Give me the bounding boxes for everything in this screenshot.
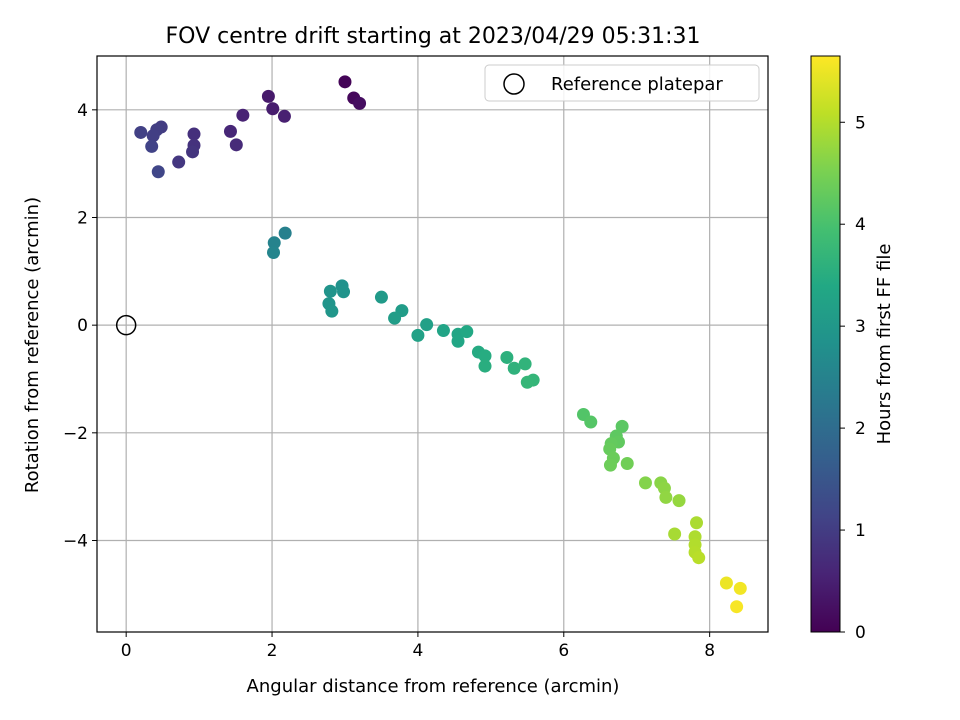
data-point [337, 285, 351, 299]
legend-marker [503, 73, 525, 95]
data-point [277, 109, 291, 123]
data-point [520, 375, 534, 389]
y-tick-label: −2 [63, 424, 88, 444]
y-tick-label: 2 [77, 208, 88, 228]
legend-label: Reference platepar [551, 74, 723, 95]
axes: 0 2 4 6 8 −4 −2 0 2 4 [63, 55, 769, 661]
x-tick-label: 4 [412, 641, 423, 661]
data-point [420, 318, 434, 332]
plot-frame [96, 55, 769, 633]
colorbar-tick-label: 0 [855, 623, 866, 643]
x-tick-label: 6 [558, 641, 569, 661]
data-point [353, 96, 367, 110]
data-point [187, 127, 201, 141]
data-point [659, 490, 673, 504]
data-point [460, 325, 474, 339]
chart-title: FOV centre drift starting at 2023/04/29 … [166, 24, 701, 49]
data-point [436, 324, 450, 338]
data-point [518, 357, 532, 371]
data-point [388, 311, 402, 325]
data-point [411, 328, 425, 342]
colorbar-tick-label: 2 [855, 419, 866, 439]
colorbar-tick-label: 1 [855, 521, 866, 541]
data-point [478, 359, 492, 373]
data-point [672, 494, 686, 508]
legend-box [484, 64, 760, 102]
data-point [172, 155, 186, 169]
colorbar-tick-label: 4 [855, 215, 866, 235]
reference-point [115, 314, 137, 336]
data-point [638, 476, 652, 490]
data-point [507, 361, 521, 375]
data-point [186, 145, 200, 159]
y-tick-label: −4 [63, 531, 88, 551]
x-tick-label: 0 [121, 641, 132, 661]
data-point [134, 125, 148, 139]
data-point [323, 284, 337, 298]
data-points [115, 75, 747, 614]
data-point [229, 138, 243, 152]
data-point [267, 236, 281, 250]
data-point [223, 124, 237, 138]
data-point [451, 334, 465, 348]
x-tick-label: 8 [704, 641, 715, 661]
data-point [338, 75, 352, 89]
data-point [668, 527, 682, 541]
data-point [620, 457, 634, 471]
data-point [478, 349, 492, 363]
data-point [325, 304, 339, 318]
colorbar-gradient [810, 55, 841, 633]
data-point [584, 415, 598, 429]
data-point [692, 551, 706, 565]
data-point [278, 226, 292, 240]
legend: Reference platepar [484, 64, 760, 102]
grid [97, 56, 768, 632]
data-point [733, 581, 747, 595]
colorbar-tick-label: 5 [855, 113, 866, 133]
y-tick-label: 4 [77, 101, 88, 121]
data-point [730, 600, 744, 614]
x-axis-label: Angular distance from reference (arcmin) [247, 676, 620, 697]
data-point [145, 139, 159, 153]
y-tick-label: 0 [77, 316, 88, 336]
data-point [146, 129, 160, 143]
data-point [261, 89, 275, 103]
data-point [603, 458, 617, 472]
data-point [236, 108, 250, 122]
colorbar-ticks: 0 1 2 3 4 5 [840, 113, 866, 643]
data-point [374, 290, 388, 304]
data-point [615, 419, 629, 433]
data-point [719, 576, 733, 590]
data-point [266, 102, 280, 116]
data-point [151, 165, 165, 179]
data-point [690, 516, 704, 530]
colorbar: 0 1 2 3 4 5 Hours from first FF file [810, 55, 895, 643]
colorbar-tick-label: 3 [855, 317, 866, 337]
colorbar-label: Hours from first FF file [874, 244, 895, 445]
y-axis-label: Rotation from reference (arcmin) [22, 197, 43, 493]
x-tick-label: 2 [267, 641, 278, 661]
data-point [500, 350, 514, 364]
data-point [267, 245, 281, 259]
